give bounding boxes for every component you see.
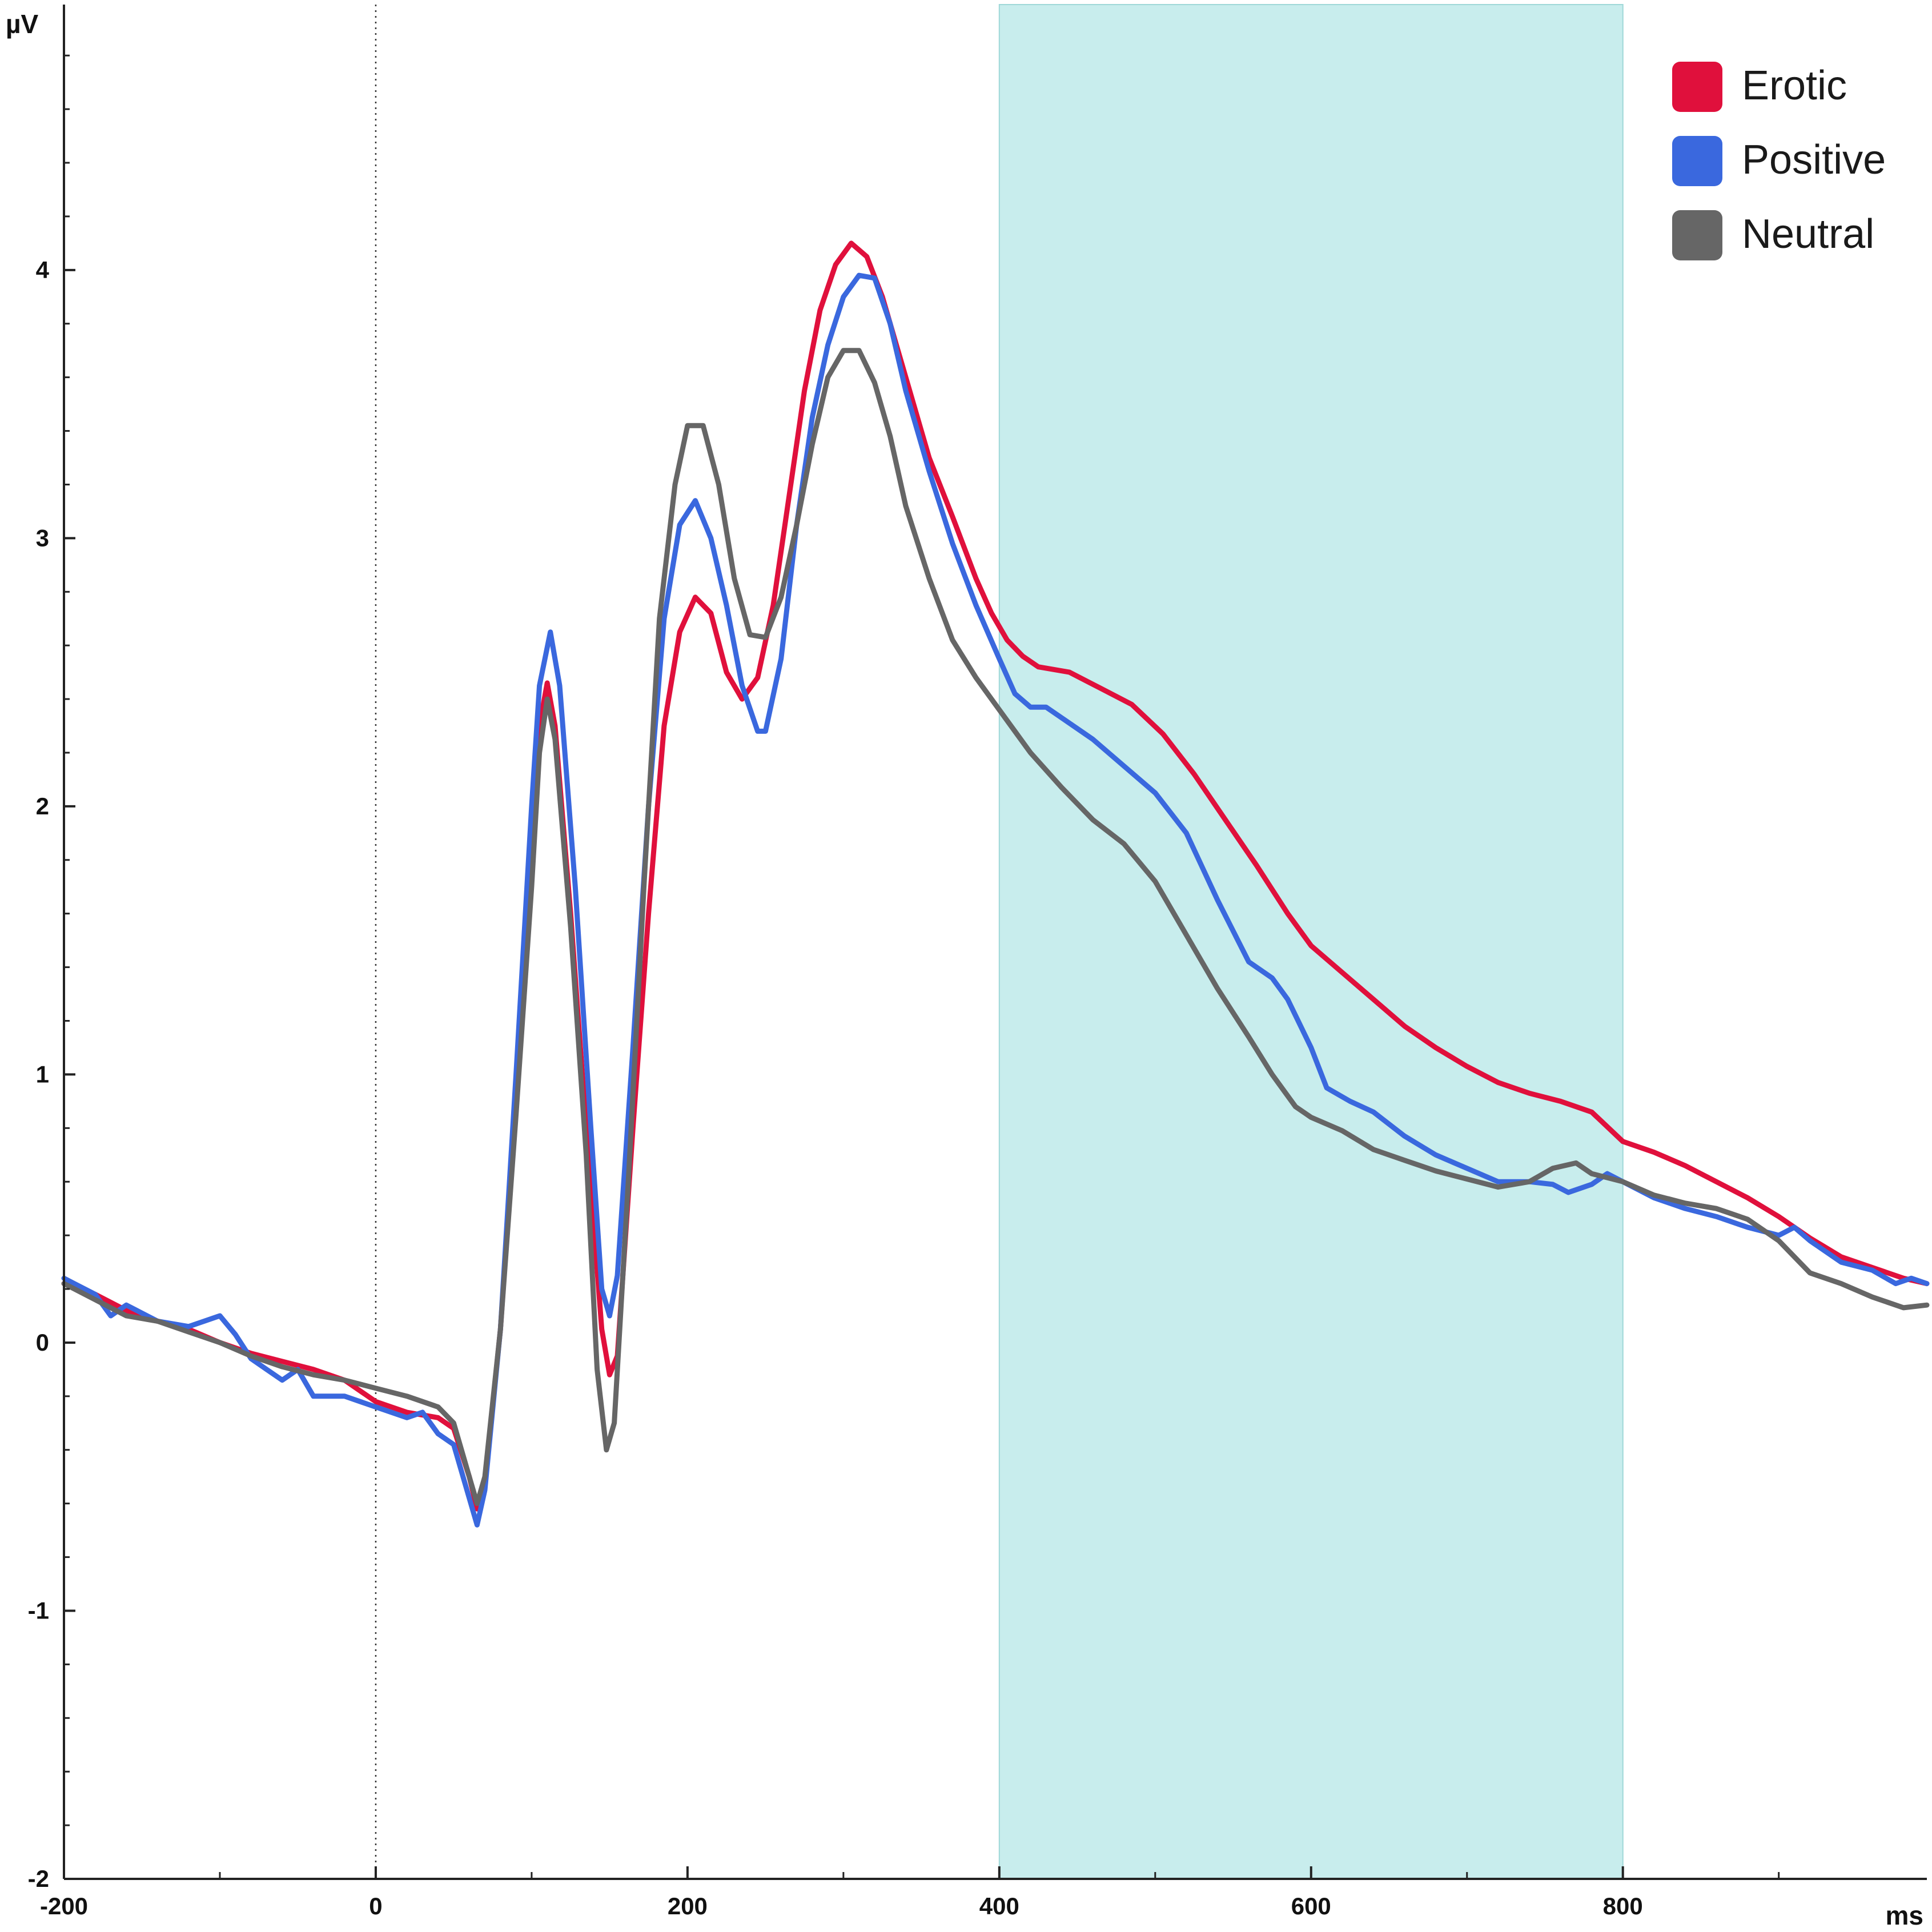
legend-swatch-neutral [1672, 210, 1722, 260]
y-tick-label: 1 [36, 1061, 49, 1087]
series-line-positive [61, 272, 1930, 1528]
legend: Erotic Positive Neutral [1672, 62, 1886, 260]
y-tick-label: 3 [36, 524, 49, 551]
y-tick-label: 0 [36, 1329, 49, 1356]
legend-label-erotic: Erotic [1742, 63, 1847, 109]
x-tick-label: 600 [1291, 1893, 1331, 1919]
legend-label-neutral: Neutral [1742, 211, 1874, 257]
x-tick-label: -200 [40, 1893, 88, 1919]
legend-label-positive: Positive [1742, 137, 1886, 183]
x-axis-unit-label: ms [1886, 1901, 1923, 1930]
y-tick-label: 2 [36, 793, 49, 820]
x-tick-label: 0 [369, 1893, 382, 1919]
x-tick-label: 200 [668, 1893, 708, 1919]
legend-swatch-erotic [1672, 62, 1722, 112]
series-line-erotic [61, 240, 1930, 1512]
y-axis-unit-label: µV [6, 9, 39, 39]
series-line-neutral [61, 348, 1930, 1507]
y-tick-label: -2 [28, 1865, 49, 1892]
series-lines-layer [61, 240, 1930, 1528]
x-tick-label: 400 [979, 1893, 1019, 1919]
y-tick-label: 4 [36, 256, 50, 283]
axis-ticks: -2 -1 0 1 2 3 4 -200 0 200 400 600 800 [28, 54, 1780, 1919]
x-tick-label: 800 [1603, 1893, 1643, 1919]
y-tick-label: -1 [28, 1597, 49, 1624]
legend-swatch-positive [1672, 136, 1722, 186]
axes-layer: -2 -1 0 1 2 3 4 -200 0 200 400 600 800 µV ms [6, 5, 1927, 1930]
